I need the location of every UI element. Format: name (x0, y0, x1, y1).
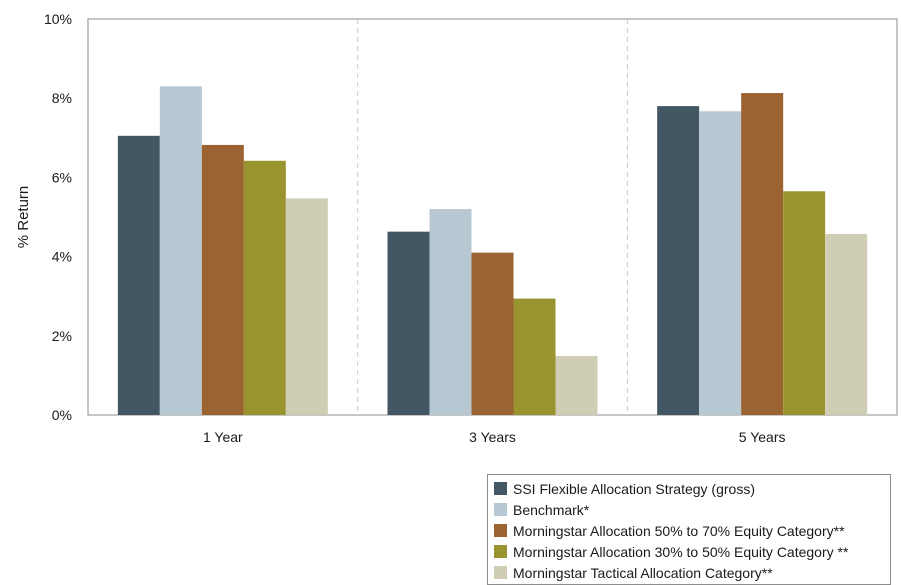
x-tick-label: 5 Years (739, 429, 786, 445)
y-tick-label: 4% (52, 249, 72, 265)
bar-series-2-category-2 (429, 209, 472, 415)
legend-label: Morningstar Allocation 50% to 70% Equity… (513, 522, 845, 539)
legend: SSI Flexible Allocation Strategy (gross)… (487, 474, 891, 585)
legend-swatch (494, 503, 507, 516)
legend-swatch (494, 482, 507, 495)
bar-series-4-category-3 (783, 191, 826, 415)
legend-item: Morningstar Tactical Allocation Category… (494, 562, 890, 583)
y-tick-label: 8% (52, 90, 72, 106)
legend-label: Morningstar Allocation 30% to 50% Equity… (513, 543, 849, 560)
bar-series-1-category-1 (117, 135, 160, 415)
bar-series-4-category-2 (513, 298, 556, 415)
y-axis-title: % Return (15, 186, 32, 249)
category-separators (357, 19, 628, 415)
bar-chart: 0% 2% 4% 6% 8% 10% 1 Year 3 Years 5 Years % Ret… (15, 11, 898, 445)
bar-series-1-category-3 (657, 106, 700, 416)
legend-item: Morningstar Allocation 30% to 50% Equity… (494, 541, 890, 562)
bar-series-1-category-2 (387, 231, 430, 415)
bar-series-3-category-2 (471, 252, 514, 415)
y-tick-label: 2% (52, 328, 72, 344)
bar-series-5-category-1 (285, 198, 328, 415)
x-tick-label: 3 Years (469, 429, 516, 445)
legend-swatch (494, 545, 507, 558)
y-tick-label: 6% (52, 169, 72, 185)
legend-label: Benchmark* (513, 501, 590, 518)
legend-label: Morningstar Tactical Allocation Category… (513, 564, 773, 581)
bar-series-2-category-1 (159, 86, 202, 415)
bar-series-2-category-3 (699, 111, 742, 415)
legend-item: SSI Flexible Allocation Strategy (gross) (494, 478, 890, 499)
legend-item: Morningstar Allocation 50% to 70% Equity… (494, 520, 890, 541)
bar-series-5-category-3 (825, 234, 868, 415)
x-tick-labels: 1 Year 3 Years 5 Years (203, 429, 786, 445)
bar-series-3-category-3 (741, 93, 784, 415)
bar-series-5-category-2 (555, 355, 598, 415)
legend-item: Benchmark* (494, 499, 890, 520)
y-tick-label: 10% (44, 11, 72, 27)
bars (117, 86, 868, 416)
x-tick-label: 1 Year (203, 429, 243, 445)
legend-swatch (494, 524, 507, 537)
bar-series-4-category-1 (243, 160, 286, 415)
y-tick-labels: 0% 2% 4% 6% 8% 10% (44, 11, 72, 423)
legend-swatch (494, 566, 507, 579)
y-tick-label: 0% (52, 407, 72, 423)
bar-series-3-category-1 (201, 144, 244, 416)
legend-label: SSI Flexible Allocation Strategy (gross) (513, 480, 755, 497)
